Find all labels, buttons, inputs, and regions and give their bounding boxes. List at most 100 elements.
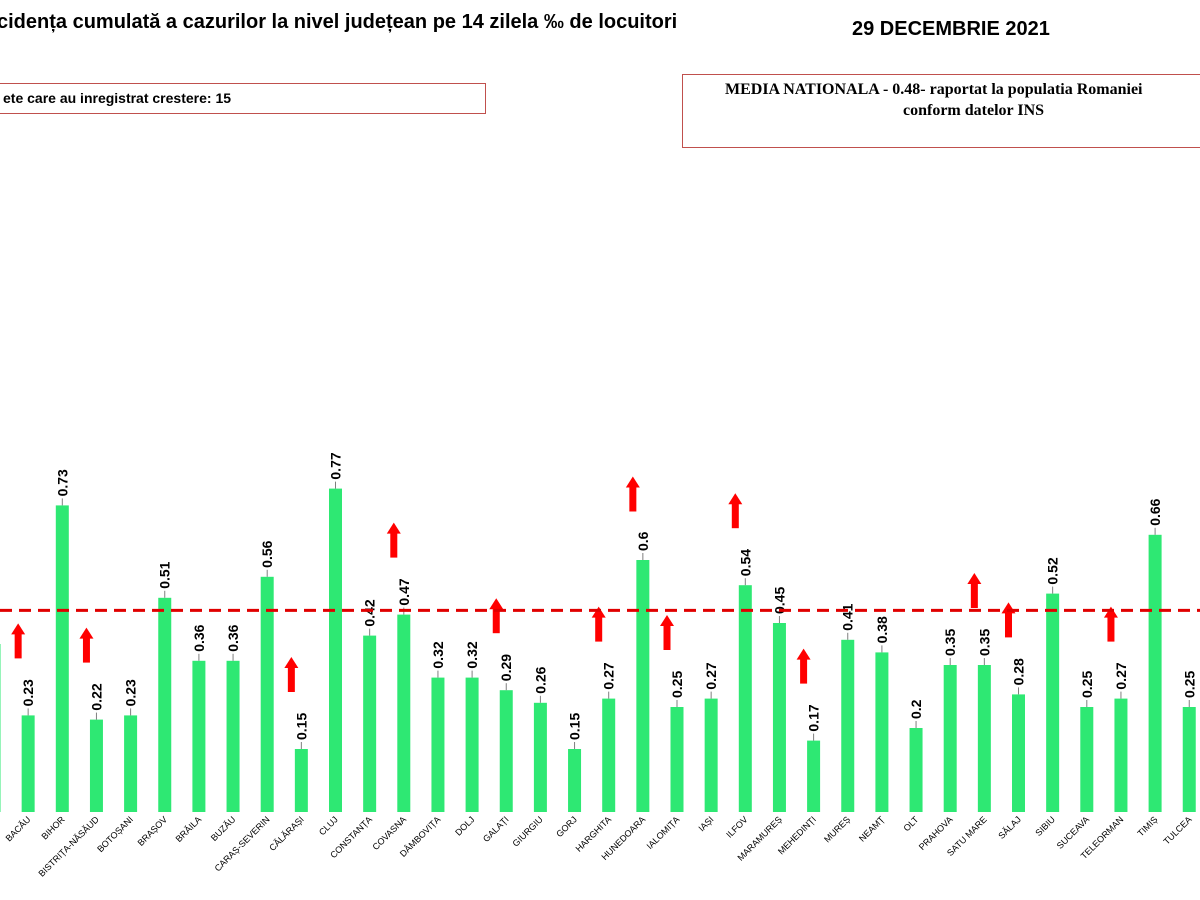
increase-count-text: ete care au inregistrat crestere: 15 bbox=[3, 90, 232, 106]
value-label-27: 0.2 bbox=[908, 699, 924, 719]
bar-29 bbox=[977, 665, 991, 812]
bar-24 bbox=[807, 740, 821, 812]
arrow-shaft bbox=[82, 637, 90, 663]
value-label-30: 0.28 bbox=[1011, 658, 1027, 685]
value-label-24: 0.17 bbox=[806, 704, 822, 731]
bar-34 bbox=[1148, 534, 1162, 812]
value-label-4: 0.23 bbox=[123, 679, 139, 706]
category-label-10: CLUJ bbox=[317, 814, 340, 837]
arrow-head bbox=[660, 615, 674, 626]
value-label-5: 0.51 bbox=[157, 561, 173, 588]
category-label-2: BIHOR bbox=[39, 814, 67, 842]
arrow-shaft bbox=[970, 583, 978, 608]
increase-arrow-icon-9 bbox=[284, 657, 299, 692]
value-label-16: 0.26 bbox=[532, 666, 548, 693]
arrow-head bbox=[386, 522, 401, 534]
value-label-1: 0.23 bbox=[20, 679, 36, 706]
increase-arrow-icon-20 bbox=[660, 615, 674, 650]
value-label-20: 0.25 bbox=[669, 671, 685, 698]
bar-26 bbox=[875, 652, 889, 812]
arrow-shaft bbox=[492, 608, 500, 634]
arrow-shaft bbox=[14, 633, 22, 659]
bar-21 bbox=[704, 698, 718, 812]
category-label-17: GORJ bbox=[554, 814, 579, 839]
value-label-14: 0.32 bbox=[464, 641, 480, 668]
value-label-21: 0.27 bbox=[703, 662, 719, 689]
value-label-28: 0.35 bbox=[942, 629, 958, 656]
value-label-19: 0.6 bbox=[635, 531, 651, 551]
report-date: 29 DECEMBRIE 2021 bbox=[852, 18, 1050, 40]
increase-arrow-icon-33 bbox=[1103, 606, 1118, 642]
category-label-1: BACĂU bbox=[4, 814, 33, 843]
increase-arrow-icon-12 bbox=[386, 522, 401, 558]
bar-5 bbox=[158, 597, 172, 812]
category-label-4: BOTOȘANI bbox=[95, 814, 135, 854]
category-label-14: DOLJ bbox=[453, 814, 476, 837]
value-label-33: 0.27 bbox=[1113, 662, 1129, 689]
value-label-23: 0.45 bbox=[771, 587, 787, 614]
value-label-31: 0.52 bbox=[1045, 557, 1061, 584]
increase-arrow-icon-3 bbox=[79, 627, 94, 663]
bar-30 bbox=[1012, 694, 1025, 812]
bar-1 bbox=[21, 715, 35, 812]
value-label-13: 0.32 bbox=[430, 641, 446, 668]
category-label-30: SĂLAJ bbox=[996, 814, 1023, 841]
bar-9 bbox=[294, 749, 308, 812]
increase-arrow-icon-19 bbox=[625, 476, 640, 512]
category-label-21: IAȘI bbox=[696, 814, 715, 833]
value-label-29: 0.35 bbox=[976, 629, 992, 656]
arrow-head bbox=[625, 476, 640, 488]
arrow-head bbox=[1103, 606, 1118, 618]
category-label-15: GALAȚI bbox=[481, 814, 511, 844]
bar-23 bbox=[772, 623, 786, 812]
arrow-head bbox=[284, 657, 299, 668]
chart-title: cidența cumulată a cazurilor la nivel ju… bbox=[0, 11, 678, 33]
value-label-35: 0.25 bbox=[1181, 671, 1197, 698]
national-average-line2: conform datelor INS bbox=[903, 102, 1045, 119]
arrow-head bbox=[489, 598, 504, 610]
increase-arrow-icon-15 bbox=[489, 598, 504, 634]
category-label-9: CĂLĂRAȘI bbox=[267, 814, 306, 853]
value-label-32: 0.25 bbox=[1079, 671, 1095, 698]
arrow-shaft bbox=[663, 625, 671, 650]
value-label-25: 0.41 bbox=[840, 603, 856, 630]
value-label-10: 0.77 bbox=[328, 452, 344, 479]
value-label-11: 0.42 bbox=[362, 599, 378, 626]
bar-33 bbox=[1114, 698, 1128, 812]
arrow-head bbox=[796, 648, 811, 660]
value-label-6: 0.36 bbox=[191, 624, 207, 651]
category-label-5: BRAȘOV bbox=[136, 814, 170, 848]
category-label-3: BISTRIȚA-NĂSĂUD bbox=[37, 814, 102, 879]
category-label-22: ILFOV bbox=[724, 814, 749, 839]
bar-31 bbox=[1046, 593, 1060, 812]
category-label-6: BRĂILA bbox=[174, 814, 204, 844]
bar-28 bbox=[943, 665, 957, 812]
bar-10 bbox=[329, 488, 342, 812]
increase-arrow-icon-30 bbox=[1001, 602, 1016, 638]
arrow-head bbox=[11, 623, 26, 635]
increase-arrow-icon-18 bbox=[591, 606, 606, 642]
bar-12 bbox=[397, 614, 411, 812]
category-label-27: OLT bbox=[901, 814, 920, 833]
value-label-9: 0.15 bbox=[293, 713, 309, 740]
bar-25 bbox=[841, 639, 855, 812]
bar-4 bbox=[124, 715, 138, 812]
value-label-26: 0.38 bbox=[874, 616, 890, 643]
increase-arrow-icon-24 bbox=[796, 648, 811, 684]
arrow-shaft bbox=[390, 532, 398, 558]
bar-15 bbox=[499, 690, 513, 812]
arrow-head bbox=[591, 606, 606, 618]
national-average-line1: MEDIA NATIONALA - 0.48- raportat la popu… bbox=[725, 81, 1143, 98]
value-label-34: 0.66 bbox=[1147, 498, 1163, 525]
value-label-3: 0.22 bbox=[88, 683, 104, 710]
arrow-shaft bbox=[287, 667, 295, 692]
value-label-17: 0.15 bbox=[567, 713, 583, 740]
arrow-head bbox=[79, 627, 94, 639]
bar-18 bbox=[602, 698, 616, 812]
value-label-0: 0.4 bbox=[0, 615, 2, 635]
value-label-15: 0.29 bbox=[498, 654, 514, 681]
arrow-shaft bbox=[731, 503, 739, 529]
increase-count-box: ete care au inregistrat crestere: 15 bbox=[0, 83, 486, 114]
bar-16 bbox=[533, 702, 547, 812]
